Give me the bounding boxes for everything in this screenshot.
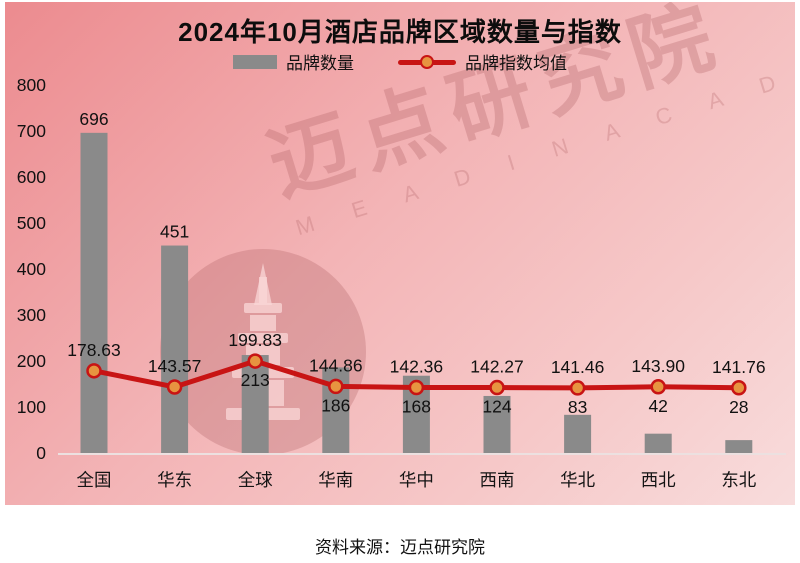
line-value-label: 199.83 xyxy=(228,330,282,350)
line-value-label: 144.86 xyxy=(309,355,363,375)
y-axis-tick-label: 100 xyxy=(17,397,46,417)
line-value-label: 141.76 xyxy=(712,357,766,377)
line-point-marker xyxy=(247,353,263,369)
bar xyxy=(483,395,511,453)
y-axis-tick-label: 500 xyxy=(17,213,46,233)
bar xyxy=(725,440,753,453)
data-source-note: 资料来源：迈点研究院 xyxy=(315,538,485,557)
bar xyxy=(161,245,189,453)
y-axis-tick-label: 700 xyxy=(17,121,46,141)
bar xyxy=(241,355,269,453)
legend-item-brand-count: 品牌数量 xyxy=(233,49,354,74)
x-axis-category-label: 西南 xyxy=(480,470,515,490)
chart-legend: 品牌数量 品牌指数均值 xyxy=(0,49,800,74)
bar xyxy=(80,132,108,453)
bar-value-label: 186 xyxy=(321,395,350,415)
line-value-label: 178.63 xyxy=(67,340,121,360)
x-axis-category-label: 华南 xyxy=(318,470,353,490)
line-point-marker xyxy=(86,363,102,379)
line-point-marker xyxy=(731,380,747,396)
bar-swatch-icon xyxy=(233,54,277,69)
legend-label: 品牌数量 xyxy=(286,54,354,73)
y-axis-tick-label: 0 xyxy=(36,443,46,463)
bar-value-label: 28 xyxy=(729,397,748,417)
bar-value-label: 696 xyxy=(79,109,108,129)
y-axis-tick-label: 200 xyxy=(17,351,46,371)
legend-label: 品牌指数均值 xyxy=(465,54,567,73)
line-value-label: 141.46 xyxy=(551,357,605,377)
legend-item-brand-index: 品牌指数均值 xyxy=(398,49,567,74)
x-axis-category-label: 全球 xyxy=(238,470,273,490)
bar xyxy=(564,414,592,453)
line-value-label: 142.27 xyxy=(470,357,524,377)
y-axis-tick-label: 600 xyxy=(17,167,46,187)
x-axis-category-label: 东北 xyxy=(721,470,756,490)
line-point-marker xyxy=(489,379,505,396)
line-point-marker xyxy=(569,380,586,396)
line-value-label: 142.36 xyxy=(390,357,444,377)
x-axis-category-label: 华北 xyxy=(560,470,595,490)
chart-plot-area: 0 100 200 300 400 500 600 700 800 全国 华东 全球 华南 华中 西南 华北 西… xyxy=(17,75,786,490)
line-point-marker xyxy=(408,379,425,396)
x-axis-category-label: 西北 xyxy=(641,470,676,490)
bar-value-label: 124 xyxy=(482,397,511,417)
bar-value-label: 213 xyxy=(241,370,270,390)
x-axis-category-label: 华东 xyxy=(157,470,192,490)
bar-value-label: 168 xyxy=(402,397,431,417)
x-axis-category-label: 华中 xyxy=(399,470,434,490)
bar-value-label: 451 xyxy=(160,222,189,242)
line-value-label: 143.90 xyxy=(631,356,685,376)
bar-value-label: 83 xyxy=(568,397,587,417)
line-point-marker xyxy=(328,378,344,395)
bar-value-label: 42 xyxy=(648,396,667,416)
line-value-label: 143.57 xyxy=(148,356,202,376)
y-axis-tick-label: 400 xyxy=(17,259,46,279)
y-axis-tick-label: 300 xyxy=(17,305,46,325)
line-swatch-icon xyxy=(398,54,456,69)
y-axis-tick-label: 800 xyxy=(17,75,46,95)
x-axis-category-label: 全国 xyxy=(77,470,112,490)
chart-title: 2024年10月酒店品牌区域数量与指数 xyxy=(178,17,622,47)
line-point-marker xyxy=(650,379,666,395)
line-point-marker xyxy=(166,379,183,395)
bar xyxy=(644,433,672,453)
